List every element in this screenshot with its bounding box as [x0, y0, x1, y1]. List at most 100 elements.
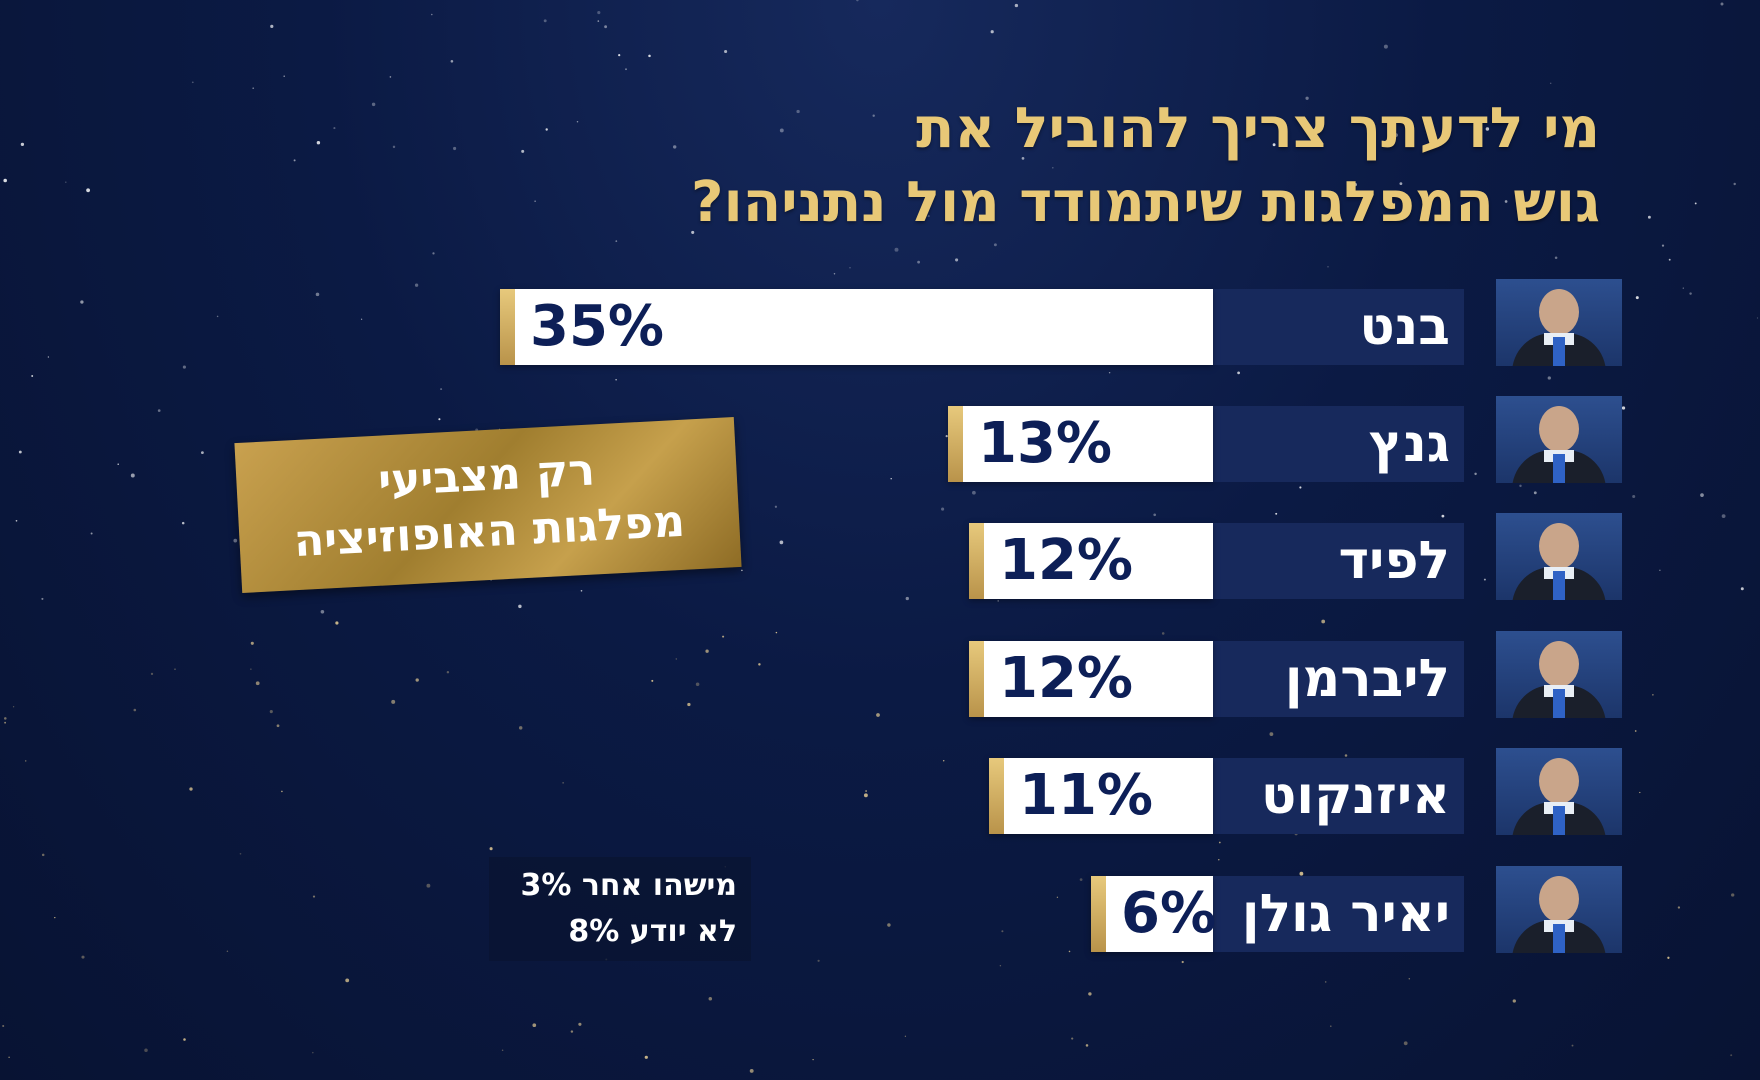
bar-accent — [1091, 876, 1106, 952]
candidate-name: גנץ — [1213, 406, 1464, 482]
star — [1689, 292, 1692, 295]
star — [438, 418, 441, 421]
candidate-photo-head — [1539, 289, 1579, 335]
star — [905, 596, 909, 601]
star — [993, 243, 997, 247]
data-label: 35% — [530, 294, 665, 359]
city-light — [8, 1056, 10, 1059]
star — [1504, 200, 1508, 203]
star — [65, 181, 67, 183]
city-light — [1088, 992, 1092, 996]
city-light — [1269, 732, 1274, 736]
star — [1353, 182, 1357, 187]
bar: 12% — [969, 523, 1213, 599]
star — [1621, 406, 1626, 410]
star — [1394, 133, 1398, 137]
star — [1237, 371, 1240, 375]
star — [283, 75, 285, 77]
star — [597, 11, 601, 15]
city-light — [501, 1049, 504, 1051]
city-light — [226, 950, 229, 953]
city-light — [81, 955, 85, 959]
star — [440, 388, 443, 391]
city-light — [1324, 981, 1327, 983]
city-light — [1001, 930, 1004, 933]
star — [1668, 258, 1671, 261]
star — [945, 434, 948, 438]
star — [543, 19, 547, 23]
bar-accent — [969, 523, 984, 599]
city-light — [695, 682, 700, 687]
candidate-photo-head — [1539, 876, 1579, 922]
title-line-1: מי לדעתך צריך להוביל את — [916, 96, 1600, 161]
star — [130, 473, 135, 478]
star — [648, 54, 651, 58]
city-light — [1079, 878, 1083, 881]
star — [941, 507, 945, 511]
city-light — [1181, 960, 1184, 964]
star — [927, 215, 930, 218]
star — [270, 24, 274, 28]
star — [157, 409, 161, 412]
city-light — [1218, 858, 1220, 861]
city-light — [446, 670, 450, 674]
city-light — [250, 668, 252, 670]
star — [200, 451, 204, 455]
star — [1305, 96, 1309, 100]
star — [1647, 215, 1651, 219]
city-light — [276, 724, 280, 728]
candidate-name: איזנקוט — [1213, 758, 1464, 834]
city-light — [1071, 1037, 1074, 1040]
city-light — [281, 790, 283, 793]
city-light — [887, 923, 891, 927]
star — [316, 141, 321, 145]
star — [453, 146, 457, 151]
city-light — [644, 1055, 648, 1059]
candidate-photo — [1496, 866, 1622, 953]
star — [796, 109, 800, 114]
footnote-other: מישהו אחר 3% — [520, 868, 737, 903]
star — [216, 315, 219, 318]
star — [580, 589, 583, 592]
city-light — [12, 706, 15, 708]
star — [1661, 244, 1665, 247]
city-light — [999, 964, 1002, 967]
city-light — [312, 895, 316, 898]
city-light — [335, 621, 339, 625]
bar-accent — [948, 406, 963, 482]
star — [917, 260, 920, 264]
star — [1549, 82, 1552, 85]
city-light — [570, 1030, 574, 1033]
star — [856, 0, 859, 2]
star — [1682, 287, 1684, 289]
star — [181, 521, 185, 525]
candidate-name: ליברמן — [1213, 641, 1464, 717]
star — [894, 247, 899, 252]
bar: 12% — [969, 641, 1213, 717]
city-light — [865, 790, 868, 792]
city-light — [345, 978, 350, 983]
star — [615, 240, 618, 242]
star — [1632, 494, 1636, 499]
data-label: 11% — [1019, 763, 1154, 828]
star — [576, 120, 579, 123]
star — [972, 490, 976, 495]
star — [1327, 265, 1329, 268]
star — [431, 13, 433, 16]
star — [545, 128, 548, 131]
footnote-dont-know: לא יודע 8% — [568, 914, 737, 949]
star — [1721, 514, 1726, 518]
city-light — [4, 721, 6, 724]
star — [534, 200, 536, 202]
star — [1700, 493, 1704, 497]
star — [518, 604, 522, 609]
star — [1153, 513, 1157, 517]
star — [1383, 44, 1388, 49]
star — [182, 365, 186, 369]
opposition-voters-badge: רק מצביעי מפלגות האופוזיציה — [234, 417, 742, 593]
star — [450, 60, 454, 63]
star — [80, 300, 84, 304]
city-light — [144, 1048, 148, 1053]
city-light — [1085, 1044, 1089, 1047]
star — [1554, 256, 1558, 259]
